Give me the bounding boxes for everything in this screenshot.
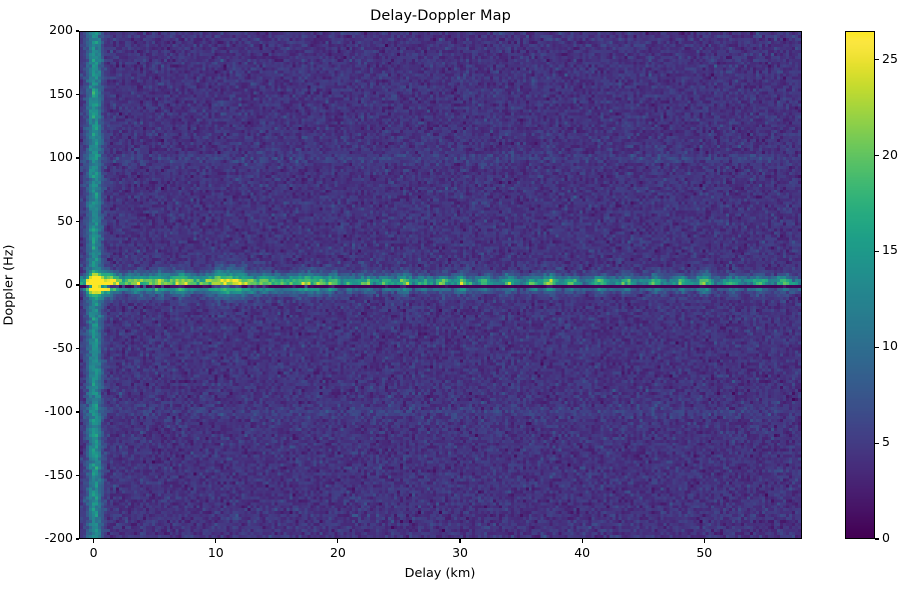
x-axis-label: Delay (km) [404,566,476,581]
delay-doppler-heatmap [80,32,801,538]
x-tick-label: 0 [89,545,98,560]
y-tick-label: 50 [57,212,73,228]
colorbar-tick-mark [875,250,879,252]
colorbar-tick-label: 25 [882,50,898,66]
x-tick-label: 30 [452,545,468,560]
y-tick-mark [75,284,79,286]
y-tick-mark [75,411,79,413]
x-tick-label: 10 [207,545,224,560]
page-title: Delay-Doppler Map [370,8,511,24]
heatmap-axes [79,31,802,539]
y-tick-label: 200 [49,22,73,37]
x-tick-mark [337,539,339,543]
y-tick-mark [75,474,79,477]
colorbar-tick-mark [875,442,879,444]
y-tick-mark [75,538,79,540]
y-tick-mark [75,157,79,159]
colorbar [845,31,875,539]
colorbar-tick-label: 0 [882,530,890,545]
colorbar-tick-label: 15 [882,242,898,258]
y-tick-mark [75,30,79,32]
y-axis-label: Doppler (Hz) [1,244,17,326]
x-tick-mark [703,539,705,543]
colorbar-tick-label: 20 [882,146,898,162]
x-tick-label: 20 [329,545,346,560]
x-tick-mark [459,539,461,543]
y-tick-mark [75,93,79,96]
x-tick-mark [215,539,217,543]
y-tick-label: 0 [65,276,73,291]
colorbar-tick-mark [875,155,879,157]
y-tick-label: -200 [44,530,73,545]
y-tick-label: 100 [49,149,73,164]
x-tick-mark [581,539,583,543]
x-tick-label: 50 [696,545,713,560]
x-tick-mark [93,539,95,543]
y-tick-mark [75,347,79,350]
y-tick-label: 150 [49,85,73,101]
colorbar-tick-mark [875,346,879,348]
colorbar-tick-label: 10 [882,338,898,354]
colorbar-tick-label: 5 [882,434,890,450]
y-tick-label: -50 [52,339,73,355]
colorbar-gradient [846,32,874,538]
y-tick-label: -150 [44,466,73,482]
colorbar-tick-mark [875,59,879,61]
x-tick-label: 40 [574,545,591,560]
colorbar-tick-mark [875,538,879,540]
y-tick-label: -100 [44,403,73,418]
y-tick-mark [75,220,79,223]
